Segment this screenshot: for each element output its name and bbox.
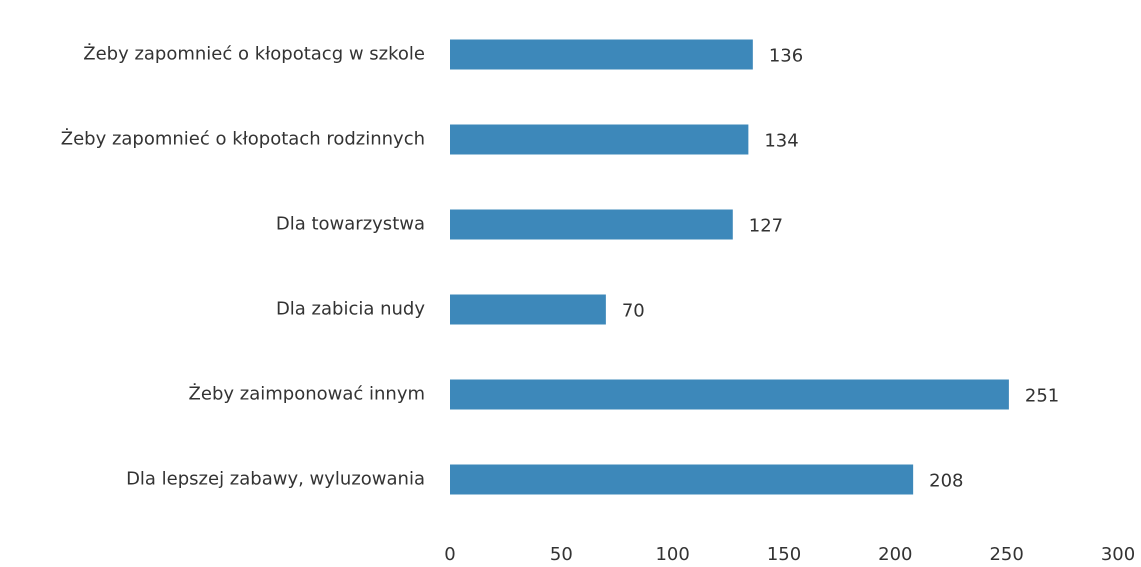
bar (450, 294, 606, 325)
data-label: 136 (769, 46, 803, 67)
data-label: 70 (622, 301, 645, 322)
data-label: 127 (749, 216, 783, 237)
y-tick-label: Żeby zapomnieć o kłopotacg w szkole (83, 44, 425, 65)
data-label: 251 (1025, 386, 1059, 407)
y-tick-label: Żeby zaimponować innym (189, 384, 425, 405)
x-tick-label: 300 (1101, 544, 1135, 563)
bar (450, 209, 733, 240)
y-tick-label: Dla lepszej zabawy, wyluzowania (126, 469, 425, 490)
data-label: 134 (764, 131, 798, 152)
bar (450, 379, 1009, 410)
bar (450, 124, 749, 155)
y-tick-label: Dla towarzystwa (276, 214, 425, 235)
x-tick-label: 200 (878, 544, 912, 563)
bar (450, 464, 914, 495)
y-tick-label: Dla zabicia nudy (276, 299, 425, 320)
x-tick-label: 50 (550, 544, 573, 563)
x-tick-label: 250 (989, 544, 1023, 563)
bar (450, 39, 753, 70)
data-label: 208 (929, 471, 963, 492)
x-tick-label: 150 (767, 544, 801, 563)
x-tick-label: 0 (444, 544, 455, 563)
y-tick-label: Żeby zapomnieć o kłopotach rodzinnych (61, 129, 425, 150)
x-tick-label: 100 (655, 544, 689, 563)
